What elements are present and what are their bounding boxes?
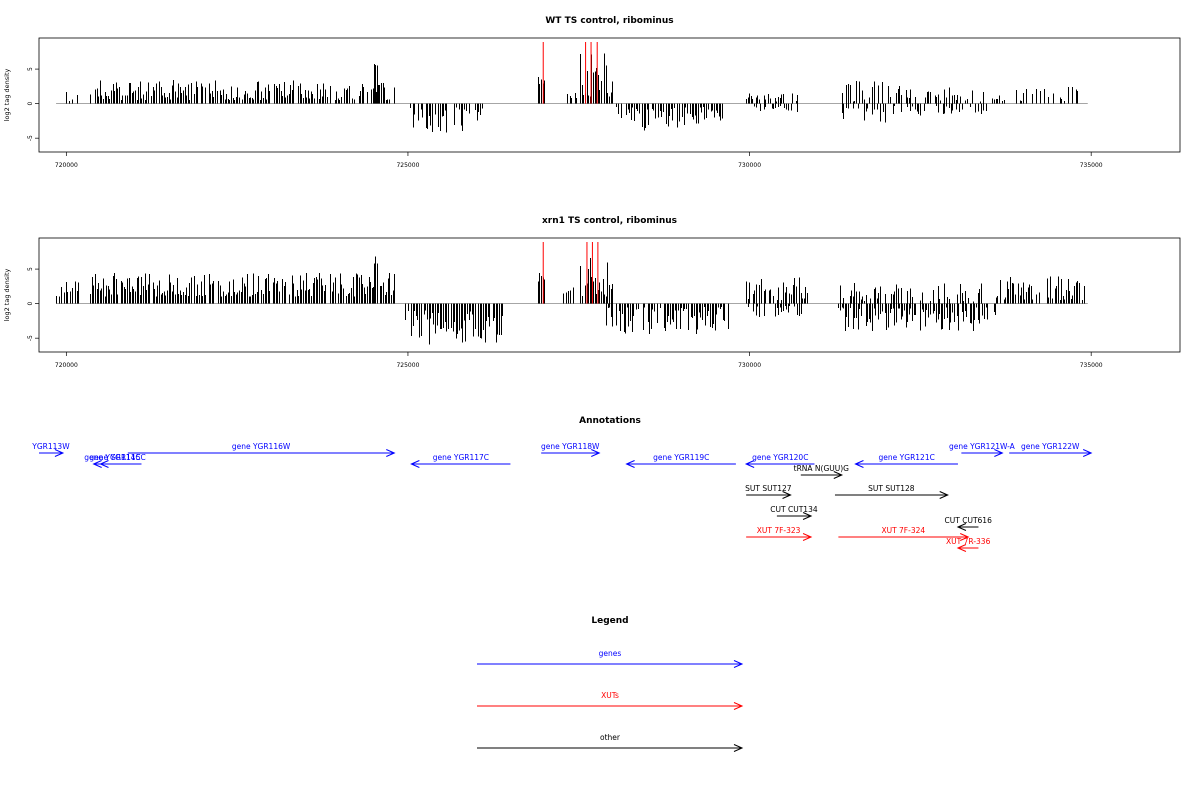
y-tick-label: 0	[27, 302, 34, 306]
feature-label: gene YGR120C	[752, 453, 808, 462]
legend-arrow	[477, 744, 744, 752]
arrow-head	[733, 660, 744, 668]
feature-label: YGR113W	[31, 442, 70, 451]
y-tick-label: -5	[27, 135, 34, 141]
arrow-head	[854, 460, 864, 468]
y-tick-label: 5	[27, 67, 34, 71]
feature-arrow	[746, 533, 813, 541]
legend-label: genes	[599, 649, 622, 658]
arrow-head	[802, 512, 813, 520]
arrow-head	[54, 449, 65, 457]
arrow-head	[939, 491, 949, 499]
x-tick-label: 720000	[55, 162, 78, 169]
feature-label: SUT SUT128	[868, 484, 915, 493]
feature-label: gene YGR121W-A	[949, 442, 1016, 451]
feature-label: gene YGR116W	[232, 442, 291, 451]
legend-arrow	[477, 702, 744, 710]
feature-arrow	[800, 471, 844, 479]
y-tick-label: 5	[27, 267, 34, 271]
legend-label: other	[600, 733, 621, 742]
arrow-head	[782, 491, 792, 499]
arrow-head	[956, 544, 967, 552]
arrow-head	[733, 744, 744, 752]
x-tick-label: 735000	[1080, 362, 1103, 369]
x-tick-label: 725000	[396, 362, 419, 369]
arrow-head	[625, 460, 635, 468]
plot-frame	[38, 37, 1181, 153]
legend-label: XUTs	[601, 691, 619, 700]
feature-arrow	[854, 460, 958, 468]
feature-label: gene YGR122W	[1021, 442, 1080, 451]
arrow-head	[802, 533, 813, 541]
arrow-head	[959, 533, 970, 541]
feature-arrow	[39, 449, 65, 457]
feature-arrow	[541, 449, 601, 457]
arrow-head	[833, 471, 844, 479]
feature-label: gene YGR118W	[541, 442, 600, 451]
feature-arrow	[956, 544, 979, 552]
x-tick-label: 735000	[1080, 162, 1103, 169]
feature-arrow	[956, 523, 979, 531]
y-tick-label: 0	[27, 102, 34, 106]
feature-label: CUT CUT134	[770, 505, 818, 514]
feature-label: gene YGR119C	[653, 453, 709, 462]
feature-arrow	[838, 533, 970, 541]
arrow-head	[410, 460, 420, 468]
feature-arrow	[746, 491, 792, 499]
feature-arrow	[92, 460, 142, 468]
feature-label: tRNA N(GUU)G	[794, 464, 850, 473]
legend-arrow	[477, 660, 744, 668]
legend-title: Legend	[591, 616, 628, 626]
feature-arrow	[625, 460, 736, 468]
y-axis-label: log2 tag density	[3, 269, 11, 322]
feature-label: gene YGR121C	[879, 453, 935, 462]
coverage-bars	[66, 53, 1078, 133]
arrow-head	[744, 460, 755, 468]
y-tick-label: -5	[27, 335, 34, 341]
plot-frame	[38, 237, 1181, 353]
arrow-head	[994, 449, 1004, 457]
feature-arrow	[776, 512, 813, 520]
feature-label: gene YGR115C	[89, 453, 145, 462]
feature-label: XUT 7F-323	[757, 526, 801, 535]
arrow-head	[386, 449, 396, 457]
feature-label: XUT 7R-336	[946, 537, 991, 546]
feature-label: gene YGR114C	[84, 453, 140, 462]
x-tick-label: 730000	[738, 362, 761, 369]
legend-panel: Legend genes XUTs other	[477, 616, 744, 752]
chart-title: WT TS control, ribominus	[545, 16, 673, 26]
feature-label: CUT CUT616	[945, 516, 993, 525]
feature-arrow	[744, 460, 815, 468]
arrow-head	[1082, 449, 1093, 457]
arrow-head	[92, 460, 102, 468]
feature-label: SUT SUT127	[745, 484, 792, 493]
arrow-head	[591, 449, 601, 457]
y-axis-label: log2 tag density	[3, 69, 11, 122]
chart-title: xrn1 TS control, ribominus	[542, 216, 677, 226]
feature-arrow	[127, 449, 396, 457]
feature-arrow	[834, 491, 949, 499]
annotations-title: Annotations	[579, 416, 641, 426]
x-tick-label: 725000	[396, 162, 419, 169]
wt-coverage-panel: WT TS control, ribominus 720000 725000 7300…	[3, 16, 1181, 169]
x-tick-label: 730000	[738, 162, 761, 169]
arrow-head	[956, 523, 967, 531]
xrn1-coverage-panel: xrn1 TS control, ribominus 720000 725000 73…	[3, 216, 1181, 369]
feature-label: XUT 7F-324	[881, 526, 925, 535]
arrow-head	[733, 702, 744, 710]
feature-arrow	[410, 460, 511, 468]
feature-arrow	[961, 449, 1004, 457]
x-tick-label: 720000	[55, 362, 78, 369]
feature-arrow	[1009, 449, 1093, 457]
coverage-bars	[56, 256, 1085, 345]
feature-label: gene YGR117C	[433, 453, 489, 462]
